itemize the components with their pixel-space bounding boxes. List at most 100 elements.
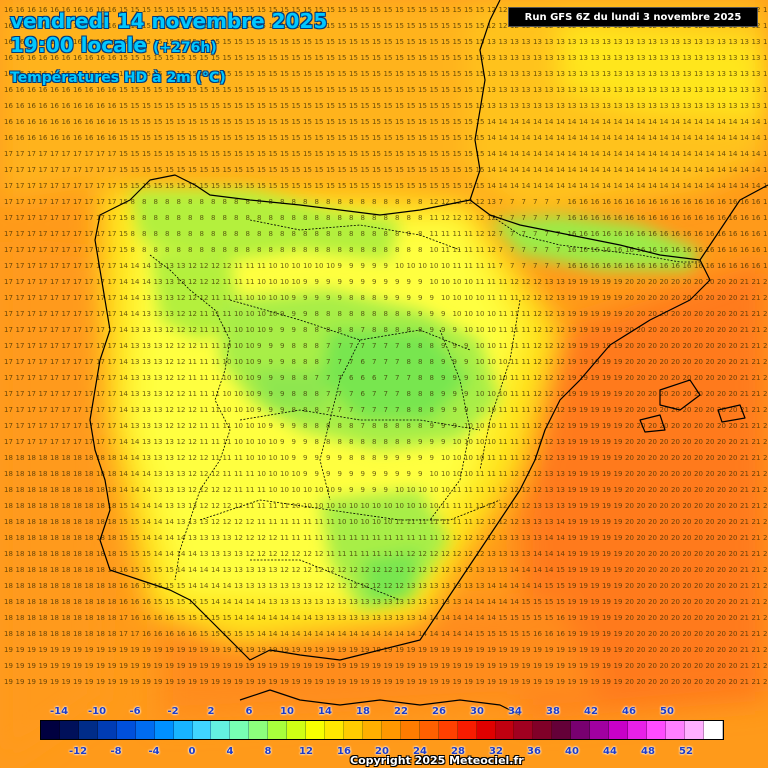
grid-value: 19 (349, 678, 358, 686)
grid-value: 11 (200, 310, 209, 318)
grid-value: 20 (660, 614, 669, 622)
grid-value: 20 (625, 598, 634, 606)
grid-value: 14 (326, 630, 335, 638)
grid-value: 15 (142, 566, 151, 574)
grid-value: 10 (234, 342, 243, 350)
grid-value: 12 (418, 550, 427, 558)
grid-value: 17 (39, 198, 48, 206)
grid-value: 15 (292, 70, 301, 78)
grid-value: 14 (292, 614, 301, 622)
grid-value: 12 (165, 342, 174, 350)
grid-value: 19 (591, 550, 600, 558)
grid-value: 15 (441, 6, 450, 14)
grid-value: 17 (73, 326, 82, 334)
grid-value: 7 (372, 358, 376, 366)
grid-value: 21 (763, 598, 768, 606)
grid-value: 20 (671, 678, 680, 686)
grid-value: 20 (648, 358, 657, 366)
grid-value: 18 (62, 486, 71, 494)
grid-value: 16 (568, 198, 577, 206)
grid-value: 17 (108, 310, 117, 318)
grid-value: 11 (499, 326, 508, 334)
grid-value: 6 (372, 374, 377, 382)
grid-value: 15 (349, 38, 358, 46)
grid-value: 8 (407, 406, 411, 414)
grid-value: 19 (246, 646, 255, 654)
grid-value: 12 (545, 454, 554, 462)
grid-value: 11 (407, 518, 416, 526)
grid-value: 7 (499, 262, 503, 270)
grid-value: 10 (395, 502, 404, 510)
grid-value: 15 (533, 598, 542, 606)
grid-value: 15 (177, 582, 186, 590)
grid-value: 14 (637, 166, 646, 174)
grid-value: 16 (706, 246, 715, 254)
grid-value: 10 (464, 454, 473, 462)
grid-value: 13 (568, 38, 577, 46)
grid-value: 18 (39, 550, 48, 558)
grid-value: 10 (487, 422, 496, 430)
grid-value: 9 (453, 390, 457, 398)
grid-value: 10 (487, 438, 496, 446)
grid-value: 20 (706, 502, 715, 510)
grid-value: 19 (4, 662, 13, 670)
grid-value: 15 (464, 166, 473, 174)
grid-value: 15 (395, 150, 404, 158)
grid-value: 20 (648, 614, 657, 622)
grid-value: 8 (257, 230, 261, 238)
grid-value: 16 (108, 86, 117, 94)
grid-value: 15 (349, 182, 358, 190)
grid-value: 19 (579, 550, 588, 558)
grid-value: 14 (556, 534, 565, 542)
grid-value: 18 (96, 470, 105, 478)
grid-value: 16 (39, 54, 48, 62)
grid-value: 11 (499, 294, 508, 302)
grid-value: 19 (591, 598, 600, 606)
grid-value: 11 (476, 470, 485, 478)
grid-value: 19 (62, 646, 71, 654)
grid-value: 10 (453, 310, 462, 318)
grid-value: 15 (430, 70, 439, 78)
grid-value: 20 (648, 598, 657, 606)
legend-swatch (306, 721, 326, 739)
grid-value: 11 (269, 502, 278, 510)
grid-value: 13 (717, 70, 726, 78)
grid-value: 13 (648, 70, 657, 78)
grid-value: 19 (499, 662, 508, 670)
grid-value: 17 (27, 406, 36, 414)
grid-value: 12 (510, 278, 519, 286)
grid-value: 19 (430, 646, 439, 654)
grid-value: 15 (326, 54, 335, 62)
grid-value: 15 (246, 150, 255, 158)
grid-value: 20 (694, 406, 703, 414)
grid-value: 21 (752, 582, 761, 590)
grid-value: 17 (96, 422, 105, 430)
grid-value: 16 (16, 102, 25, 110)
grid-value: 14 (625, 134, 634, 142)
grid-value: 19 (246, 662, 255, 670)
grid-value: 7 (349, 358, 353, 366)
grid-value: 12 (556, 342, 565, 350)
grid-value: 9 (395, 294, 399, 302)
grid-value: 14 (648, 134, 657, 142)
grid-value: 16 (545, 630, 554, 638)
grid-value: 9 (418, 310, 422, 318)
grid-value: 15 (349, 134, 358, 142)
grid-value: 16 (85, 54, 94, 62)
grid-value: 17 (85, 406, 94, 414)
grid-value: 11 (418, 534, 427, 542)
grid-value: 13 (280, 582, 289, 590)
grid-value: 10 (223, 390, 232, 398)
grid-value: 13 (510, 550, 519, 558)
grid-value: 15 (349, 70, 358, 78)
grid-value: 19 (591, 486, 600, 494)
grid-value: 13 (556, 438, 565, 446)
grid-value: 16 (85, 22, 94, 30)
grid-value: 15 (280, 182, 289, 190)
grid-value: 10 (418, 262, 427, 270)
grid-value: 19 (223, 678, 232, 686)
grid-value: 15 (119, 134, 128, 142)
grid-value: 12 (533, 310, 542, 318)
grid-value: 11 (384, 534, 393, 542)
grid-value: 11 (510, 454, 519, 462)
